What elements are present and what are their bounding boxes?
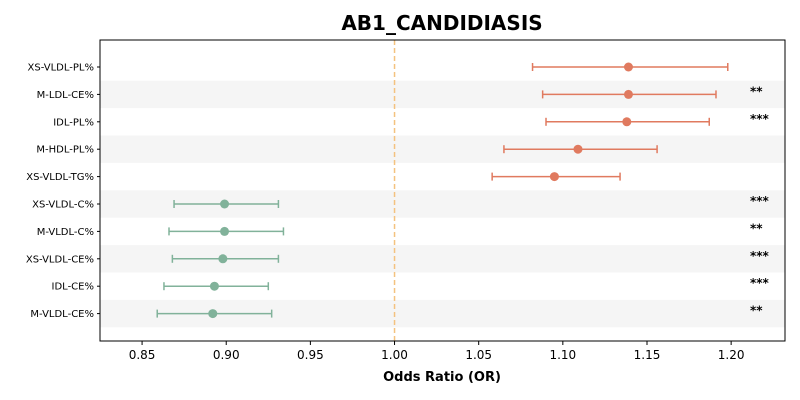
x-tick-label: 0.90 [213, 348, 240, 362]
y-tick-label: IDL-PL% [53, 117, 94, 128]
x-tick-label: 1.00 [381, 348, 408, 362]
or-point [218, 254, 228, 264]
significance-label: ** [750, 304, 763, 318]
y-tick-label: XS-VLDL-C% [32, 200, 94, 211]
y-tick-label: XS-VLDL-CE% [26, 254, 94, 265]
significance-label: *** [750, 276, 770, 290]
significance-label: *** [750, 249, 770, 263]
y-tick-label: XS-VLDL-TG% [26, 172, 94, 183]
forest-row [171, 254, 280, 264]
significance-labels: ****************** [750, 84, 770, 317]
forest-row [545, 117, 711, 127]
or-point [549, 172, 559, 182]
significance-label: *** [750, 194, 770, 208]
data-marks [156, 62, 729, 319]
significance-label: *** [750, 112, 770, 126]
forest-row [503, 144, 658, 154]
or-point [623, 89, 633, 99]
row-band [100, 135, 785, 163]
y-axis-labels: XS-VLDL-PL% M-LDL-CE% IDL-PL% M-HDL-PL% XS-V… [26, 63, 100, 320]
plot-frame [99, 39, 786, 342]
or-point [622, 117, 632, 127]
x-axis: 0.85 0.90 0.95 1.00 1.05 1.10 1.15 1.20 [129, 341, 745, 362]
y-tick-label: IDL-CE% [52, 282, 94, 293]
or-point [220, 226, 230, 236]
x-tick-label: 1.20 [718, 348, 745, 362]
forest-row [168, 226, 285, 236]
or-point [208, 309, 218, 319]
x-axis-label: Odds Ratio (OR) [383, 370, 501, 385]
or-point [623, 62, 633, 72]
x-tick-label: 0.95 [297, 348, 324, 362]
x-tick-label: 0.85 [129, 348, 156, 362]
y-tick-label: M-LDL-CE% [37, 90, 94, 101]
y-tick-label: M-VLDL-C% [37, 227, 94, 238]
y-tick-label: M-HDL-PL% [36, 145, 94, 156]
forest-row [531, 62, 729, 72]
or-point [220, 199, 230, 209]
forest-row [173, 199, 280, 209]
x-tick-label: 1.10 [549, 348, 576, 362]
forest-row [491, 172, 621, 182]
forest-row [156, 309, 273, 319]
or-point [209, 281, 219, 291]
chart-title: AB1_CANDIDIASIS [341, 11, 542, 35]
significance-label: ** [750, 84, 763, 98]
forest-row [541, 89, 717, 99]
forest-row [163, 281, 270, 291]
x-tick-label: 1.05 [465, 348, 492, 362]
significance-label: ** [750, 221, 763, 235]
or-point [573, 144, 583, 154]
y-tick-label: M-VLDL-CE% [30, 309, 94, 320]
x-tick-label: 1.15 [634, 348, 661, 362]
y-tick-label: XS-VLDL-PL% [28, 63, 94, 74]
